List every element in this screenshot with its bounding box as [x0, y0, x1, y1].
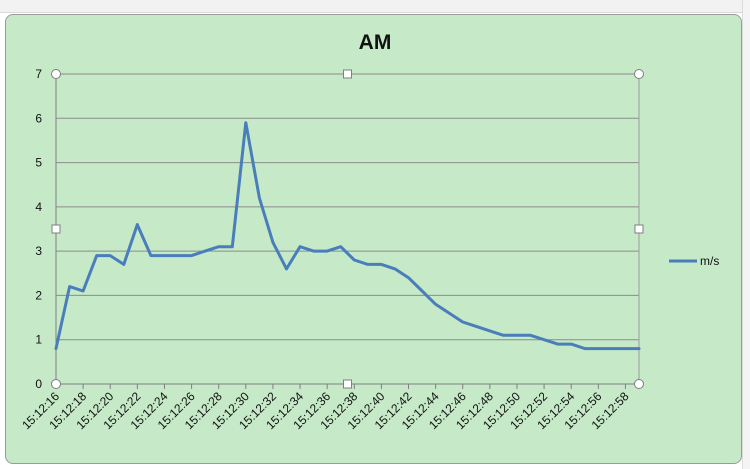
y-tick-label: 6 [35, 111, 42, 125]
series-line-m/s [54, 121, 641, 351]
chart-area[interactable] [5, 14, 742, 464]
y-tick-label: 3 [35, 244, 42, 258]
y-tick-label: 1 [35, 333, 42, 347]
series-layer [54, 121, 641, 351]
legend-label: m/s [700, 254, 719, 268]
legend[interactable]: m/s [669, 254, 719, 268]
y-tick-label: 0 [35, 377, 42, 391]
sheet-toolbar-strip [0, 0, 750, 13]
y-tick-label: 7 [35, 67, 42, 81]
x-tick-labels: 15:12:1615:12:1815:12:2015:12:2215:12:24… [19, 389, 632, 432]
corner-resize-handle[interactable] [51, 69, 61, 79]
y-tick-label: 5 [35, 156, 42, 170]
y-tick-labels: 0 1 2 3 4 5 6 7 [35, 67, 42, 391]
side-resize-handle[interactable] [634, 224, 644, 234]
sheet-scrollbar-strip [742, 0, 750, 469]
side-resize-handle[interactable] [343, 69, 352, 79]
corner-resize-handle[interactable] [51, 379, 61, 389]
y-tick-label: 2 [35, 288, 42, 302]
side-resize-handle[interactable] [51, 224, 61, 234]
corner-resize-handle[interactable] [634, 69, 644, 79]
y-tick-label: 4 [35, 200, 42, 214]
selection-handles[interactable] [51, 69, 644, 389]
gridlines [56, 73, 639, 341]
side-resize-handle[interactable] [343, 379, 352, 389]
corner-resize-handle[interactable] [634, 379, 644, 389]
chart-title[interactable]: AM [358, 31, 392, 54]
